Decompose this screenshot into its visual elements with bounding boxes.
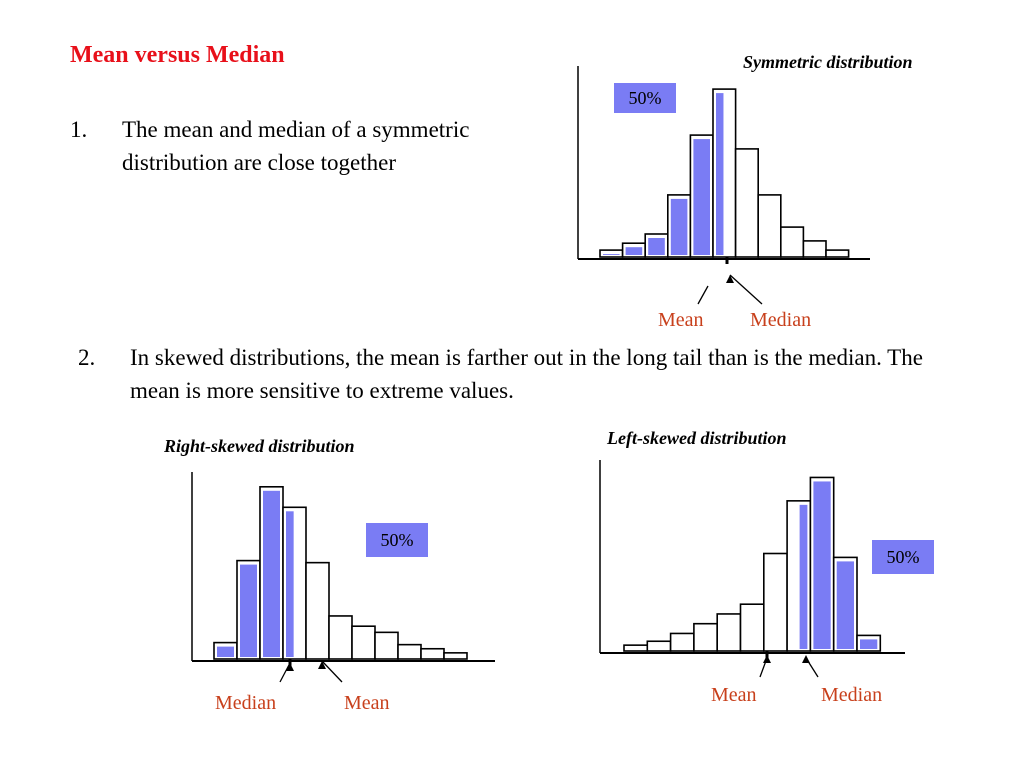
left-skewed-bar-1 <box>623 644 649 652</box>
right-skewed-mean-label: Mean <box>344 692 390 714</box>
left-skewed-bar-7 <box>762 552 788 652</box>
left-skewed-bar-fill-9 <box>813 481 831 649</box>
right-skewed-percent-box <box>366 523 428 557</box>
right-skewed-bar-8 <box>374 631 399 660</box>
left-skewed-percent-label: 50% <box>887 547 920 567</box>
right-skewed-arrow-1 <box>279 662 291 683</box>
right-skewed-percent-label: 50% <box>381 530 414 550</box>
symmetric-arrowhead-1 <box>726 275 734 283</box>
symmetric-arrow-2 <box>729 274 763 305</box>
symmetric-percent-label: 50% <box>629 88 662 108</box>
symmetric-bar-fill-6 <box>716 93 724 255</box>
right-skewed-bar-fill-4 <box>286 511 294 657</box>
symmetric-histogram: 50% <box>577 66 870 305</box>
right-skewed-arrow-2 <box>321 660 343 683</box>
right-skewed-median-label: Median <box>215 692 277 714</box>
left-skewed-bar-fill-10 <box>836 561 854 649</box>
right-skewed-arrowhead-2 <box>318 661 326 669</box>
right-skewed-bar-fill-3 <box>263 490 280 657</box>
left-skewed-bar-3 <box>669 632 695 652</box>
left-skewed-median-label: Median <box>821 684 883 706</box>
symmetric-bar-fill-4 <box>670 198 688 255</box>
point-2-number: 2. <box>78 345 96 370</box>
right-skewed-bar-5 <box>305 561 330 660</box>
point-1-number: 1. <box>70 117 88 142</box>
symmetric-bar-fill-5 <box>693 139 710 255</box>
right-skewed-bar-11 <box>443 652 468 660</box>
right-skewed-bar-7 <box>351 625 376 660</box>
right-skewed-bar-fill-1 <box>217 646 234 657</box>
right-skewed-bar-6 <box>328 615 353 660</box>
left-skewed-bar-fill-8 <box>799 504 808 649</box>
symmetric-bar-fill-3 <box>648 238 665 255</box>
left-skewed-mean-label: Mean <box>711 684 757 706</box>
left-skewed-chart-title: Left-skewed distribution <box>607 428 787 448</box>
symmetric-bar-8 <box>757 194 782 258</box>
left-skewed-histogram: 50% <box>599 460 934 678</box>
left-skewed-percent-box <box>872 540 934 574</box>
symmetric-percent-box <box>614 83 676 113</box>
left-skewed-arrowhead-1 <box>763 655 771 663</box>
left-skewed-bar-2 <box>646 640 672 652</box>
symmetric-bar-10 <box>802 240 827 258</box>
point-2: 2. In skewed distributions, the mean is … <box>78 341 978 411</box>
right-skewed-bar-9 <box>397 643 422 660</box>
symmetric-bar-7 <box>734 148 759 258</box>
point-1-text: The mean and median of a symmetric distr… <box>122 117 470 175</box>
symmetric-bar-9 <box>779 226 805 258</box>
symmetric-bar-fill-2 <box>625 247 643 255</box>
symmetric-bar-fill-1 <box>603 254 620 255</box>
symmetric-arrow-1 <box>697 285 709 305</box>
left-skewed-bar-4 <box>693 622 719 652</box>
right-skewed-arrowhead-1 <box>286 663 294 671</box>
point-2-text: In skewed distributions, the mean is far… <box>130 345 923 403</box>
point-1: 1. The mean and median of a symmetric di… <box>70 113 510 223</box>
symmetric-bar-1 <box>599 249 624 258</box>
right-skewed-chart-title: Right-skewed distribution <box>164 436 355 456</box>
left-skewed-bar-fill-11 <box>860 639 878 649</box>
symmetric-chart-title: Symmetric distribution <box>743 52 913 72</box>
left-skewed-bar-6 <box>739 603 765 652</box>
left-skewed-bar-5 <box>716 613 742 652</box>
page-title: Mean versus Median <box>70 42 285 68</box>
right-skewed-histogram: 50% <box>191 472 495 683</box>
symmetric-bar-11 <box>825 249 850 258</box>
left-skewed-arrowhead-2 <box>802 655 810 663</box>
right-skewed-bar-fill-2 <box>240 564 257 657</box>
symmetric-median-label: Median <box>750 309 812 331</box>
right-skewed-bar-10 <box>420 647 445 660</box>
symmetric-mean-label: Mean <box>658 309 704 331</box>
